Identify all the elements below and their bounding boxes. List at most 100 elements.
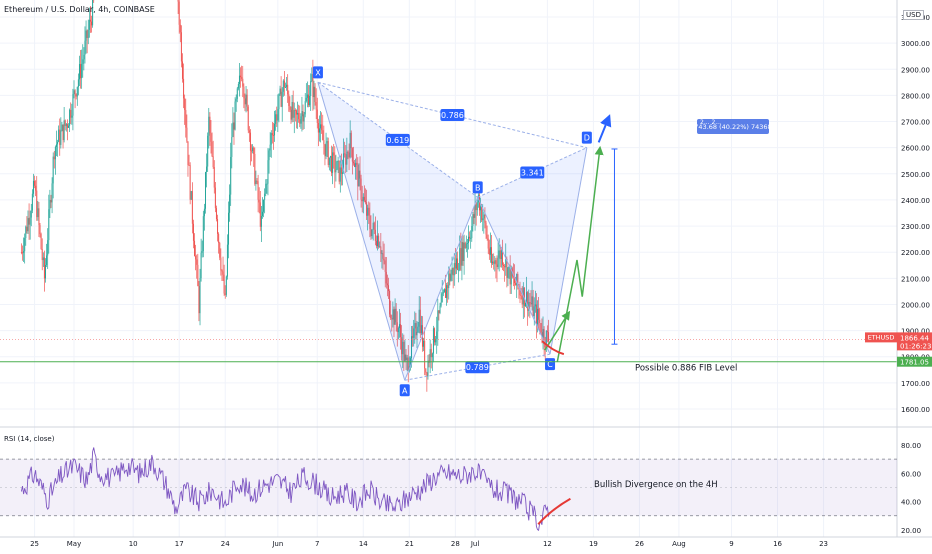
candle-body xyxy=(31,193,33,211)
countdown-label: 01:26:23 xyxy=(900,342,931,350)
candle-body xyxy=(34,180,36,186)
rsi-label: RSI (14, close) xyxy=(4,435,55,443)
candle-body xyxy=(199,278,201,314)
candle-body xyxy=(449,273,451,281)
candle-body xyxy=(315,102,317,110)
candle-body xyxy=(83,54,85,60)
rsi-tick-label: 60.00 xyxy=(901,470,921,478)
candle-body xyxy=(512,276,514,278)
candle-body xyxy=(416,331,418,336)
candle-body xyxy=(447,285,449,289)
candle-body xyxy=(194,240,196,256)
candle-body xyxy=(425,368,427,373)
candle-body xyxy=(235,98,237,102)
candle-body xyxy=(496,264,498,268)
candle-body xyxy=(397,328,399,333)
currency-label[interactable]: USD xyxy=(903,10,924,20)
candle-body xyxy=(198,286,200,314)
candle-body xyxy=(27,218,29,232)
candle-body xyxy=(206,166,208,172)
candle-body xyxy=(395,308,397,323)
candle-body xyxy=(305,97,307,102)
price-tick-label: 1600.00 xyxy=(901,406,930,414)
candle-body xyxy=(523,287,525,307)
candle-body xyxy=(73,90,75,95)
candle-body xyxy=(339,167,341,182)
candle-body xyxy=(92,0,94,26)
candle-body xyxy=(228,212,230,245)
candle-body xyxy=(254,153,256,184)
candle-body xyxy=(541,332,543,338)
candle-body xyxy=(66,123,68,128)
candle-body xyxy=(368,207,370,216)
price-tick-label: 1700.00 xyxy=(901,380,930,388)
candle-body xyxy=(540,322,542,333)
candle-body xyxy=(48,209,50,241)
candle-body xyxy=(30,210,32,218)
candle-body xyxy=(431,353,433,358)
candle-body xyxy=(63,120,65,141)
candle-body xyxy=(382,253,384,259)
candle-body xyxy=(488,248,490,255)
candle-body xyxy=(320,124,322,129)
candle-body xyxy=(400,324,402,338)
candle-body xyxy=(515,282,517,286)
candle-body xyxy=(471,225,473,239)
candle-body xyxy=(223,274,225,294)
candle-body xyxy=(377,235,379,247)
candle-body xyxy=(343,153,345,173)
symbol-badge xyxy=(865,332,897,343)
candle-body xyxy=(263,199,265,212)
candle-body xyxy=(189,165,191,200)
pattern-point-badge xyxy=(472,181,483,194)
time-tick-label: 28 xyxy=(451,540,460,548)
candle-body xyxy=(327,141,329,166)
candle-body xyxy=(274,123,276,136)
candle-body xyxy=(179,24,181,33)
leg-xa xyxy=(317,82,406,381)
candle-body xyxy=(435,338,437,343)
pattern-xab-fill xyxy=(317,82,478,381)
candle-body xyxy=(503,264,505,267)
candle-body xyxy=(409,358,411,367)
candle-body xyxy=(407,357,409,371)
candle-body xyxy=(412,336,414,338)
time-tick-label: 21 xyxy=(405,540,414,548)
candle-body xyxy=(77,79,79,87)
candle-body xyxy=(398,324,400,329)
candle-body xyxy=(475,204,477,211)
ratio-badge xyxy=(520,166,545,179)
candle-body xyxy=(430,349,432,358)
candle-body xyxy=(89,19,91,22)
candle-body xyxy=(507,267,509,278)
candle-body xyxy=(533,306,535,317)
leg-ab xyxy=(404,197,479,381)
candle-body xyxy=(58,129,60,142)
candle-body xyxy=(432,328,434,354)
candle-body xyxy=(20,252,22,254)
candle-body xyxy=(370,229,372,237)
candle-body xyxy=(356,162,358,165)
candle-body xyxy=(495,260,497,265)
candle-body xyxy=(178,1,180,25)
candle-body xyxy=(36,190,38,218)
candle-body xyxy=(427,360,429,377)
candle-body xyxy=(258,199,260,203)
candle-body xyxy=(247,106,249,131)
candle-body xyxy=(229,194,231,213)
candle-body xyxy=(196,259,198,265)
candle-body xyxy=(294,110,296,111)
candle-body xyxy=(404,354,406,361)
candle-body xyxy=(348,152,350,158)
candle-body xyxy=(72,94,74,116)
candle-body xyxy=(238,75,240,84)
candle-body xyxy=(424,340,426,369)
rsi-tick-label: 20.00 xyxy=(901,527,921,535)
candle-body xyxy=(527,292,529,311)
candle-body xyxy=(208,116,210,136)
candle-body xyxy=(24,237,26,252)
candle-body xyxy=(360,178,362,200)
candle-body xyxy=(323,140,325,145)
candle-body xyxy=(505,258,507,268)
